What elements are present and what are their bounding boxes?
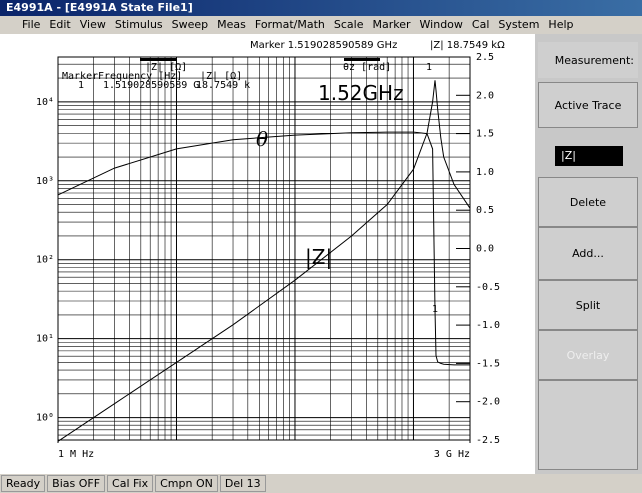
- y2-tick-label: -2.5: [476, 435, 500, 446]
- button[interactable]: Split: [538, 280, 638, 330]
- menu-item[interactable]: Cal: [471, 18, 490, 31]
- annotation: |Z|: [305, 245, 332, 269]
- y2-tick-label: -1.0: [476, 320, 500, 331]
- table-header: Frequency [Hz]: [98, 71, 182, 82]
- menu-item[interactable]: View: [79, 18, 106, 31]
- menu-item[interactable]: File: [22, 18, 41, 31]
- y2-tick-label: -2.0: [476, 397, 500, 408]
- button[interactable]: Delete: [538, 177, 638, 227]
- y-tick-label: 10³: [36, 176, 54, 187]
- menu-item[interactable]: Scale: [333, 18, 364, 31]
- x-tick-label: 3 G Hz: [434, 449, 470, 460]
- y2-tick-label: 1.0: [476, 167, 494, 178]
- table-cell: 1.519028590589 G: [103, 80, 199, 91]
- menu-item[interactable]: Meas: [217, 18, 246, 31]
- menu-item[interactable]: Help: [548, 18, 574, 31]
- x-tick-label: 1 M Hz: [58, 449, 94, 460]
- trace-label: |Z| [Ω]: [145, 62, 187, 73]
- trace-label: θz [rad]: [343, 62, 391, 73]
- trace: [57, 131, 470, 366]
- y-tick-label: 10⁴: [36, 97, 54, 108]
- menu-item[interactable]: Stimulus: [114, 18, 163, 31]
- status-item: Ready: [1, 475, 46, 492]
- annotation: 1.52GHz: [318, 81, 404, 105]
- status-item: Cal Fix: [107, 475, 154, 492]
- status-item: Bias OFF: [47, 475, 106, 492]
- table-cell: 1: [78, 80, 84, 91]
- dropdown[interactable]: |Z|: [555, 146, 623, 166]
- menu-item[interactable]: Window: [419, 18, 463, 31]
- y2-tick-label: -1.5: [476, 358, 500, 369]
- menu-bar: File Edit View Stimulus Sweep Meas Format/Math…: [0, 16, 642, 34]
- status-item: Cmpn ON: [155, 475, 218, 492]
- plot-area: Marker 1.519028590589 GHz |Z| 18.7549 kΩ…: [0, 34, 535, 474]
- marker-label: 1: [426, 62, 432, 73]
- y-tick-label: 10⁰: [36, 413, 54, 424]
- table-header: Marker: [62, 71, 98, 82]
- y2-tick-label: 0.0: [476, 244, 494, 255]
- button: Overlay: [538, 330, 638, 380]
- y2-tick-label: 0.5: [476, 205, 494, 216]
- panel-header: Measurement:: [538, 42, 638, 78]
- softkey-panel: Measurement: Active Trace |Z| Delete Add…: [535, 34, 642, 474]
- title-bar: E4991A - [E4991A State File1]: [0, 0, 642, 16]
- y2-tick-label: 2.0: [476, 90, 494, 101]
- menu-item[interactable]: Sweep: [171, 18, 209, 31]
- status-bar: Ready Bias OFF Cal Fix Cmpn ON Del 13: [0, 474, 642, 493]
- table-cell: 18.7549 k: [196, 80, 250, 91]
- value-readout: |Z| 18.7549 kΩ: [430, 40, 505, 51]
- y-tick-label: 10²: [36, 255, 54, 266]
- menu-item[interactable]: Edit: [49, 18, 71, 31]
- menu-item[interactable]: Format/Math: [254, 18, 325, 31]
- y-tick-label: 10¹: [36, 334, 54, 345]
- table-header: |Z| [Ω]: [200, 71, 242, 82]
- menu-item[interactable]: Marker: [372, 18, 411, 31]
- annotation: θ: [256, 127, 268, 151]
- y2-tick-label: 1.5: [476, 129, 494, 140]
- button: [538, 380, 638, 470]
- button[interactable]: Active Trace: [538, 82, 638, 128]
- chart: Marker 1.519028590589 GHz |Z| 18.7549 kΩ…: [36, 40, 505, 460]
- y2-tick-label: -0.5: [476, 282, 500, 293]
- marker-readout: Marker 1.519028590589 GHz: [250, 40, 397, 51]
- y2-tick-label: 2.5: [476, 52, 494, 63]
- button[interactable]: Add...: [538, 227, 638, 280]
- status-item: Del 13: [219, 475, 266, 492]
- menu-item[interactable]: System: [498, 18, 540, 31]
- trace-bar: [344, 58, 380, 61]
